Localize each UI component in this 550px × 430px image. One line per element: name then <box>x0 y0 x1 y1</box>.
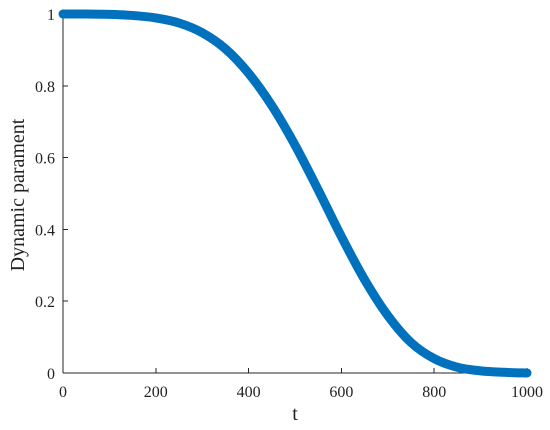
data-point <box>294 144 296 146</box>
data-point <box>387 315 389 317</box>
data-point <box>62 13 64 15</box>
y-tick-label: 0.8 <box>35 79 55 96</box>
x-tick-label: 0 <box>59 384 67 401</box>
y-tick-label: 1 <box>47 7 55 24</box>
x-tick-label: 800 <box>422 384 446 401</box>
data-point <box>201 32 203 34</box>
data-point <box>456 366 458 368</box>
y-tick-label: 0.2 <box>35 294 55 311</box>
axes <box>62 13 528 374</box>
data-point <box>317 189 319 191</box>
x-tick-label: 1000 <box>511 384 543 401</box>
data-point <box>503 371 505 373</box>
y-axis-title: Dynamic parament <box>7 118 29 271</box>
data-point <box>132 14 134 16</box>
y-tick-label: 0.6 <box>35 151 55 168</box>
data-point <box>178 22 180 24</box>
data-point <box>480 370 482 372</box>
data-point <box>340 236 342 238</box>
data-point <box>224 48 226 50</box>
series-layer <box>58 9 532 378</box>
data-point <box>85 13 87 15</box>
data-point <box>271 105 273 107</box>
tick-labels: 0 200 400 600 800 1000 0 0.2 0.4 0.6 0.8 1 <box>35 7 543 401</box>
data-point <box>526 372 528 374</box>
x-tick-label: 600 <box>329 384 353 401</box>
data-point <box>433 358 435 360</box>
x-tick-label: 200 <box>144 384 168 401</box>
data-point <box>248 72 250 74</box>
x-axis-title: t <box>292 403 298 425</box>
data-point <box>155 17 157 19</box>
data-point <box>364 279 366 281</box>
y-tick-label: 0 <box>47 366 55 383</box>
data-point <box>108 13 110 15</box>
x-tick-label: 400 <box>237 384 261 401</box>
data-point <box>410 341 412 343</box>
series-line <box>58 9 532 378</box>
y-tick-label: 0.4 <box>35 222 55 239</box>
